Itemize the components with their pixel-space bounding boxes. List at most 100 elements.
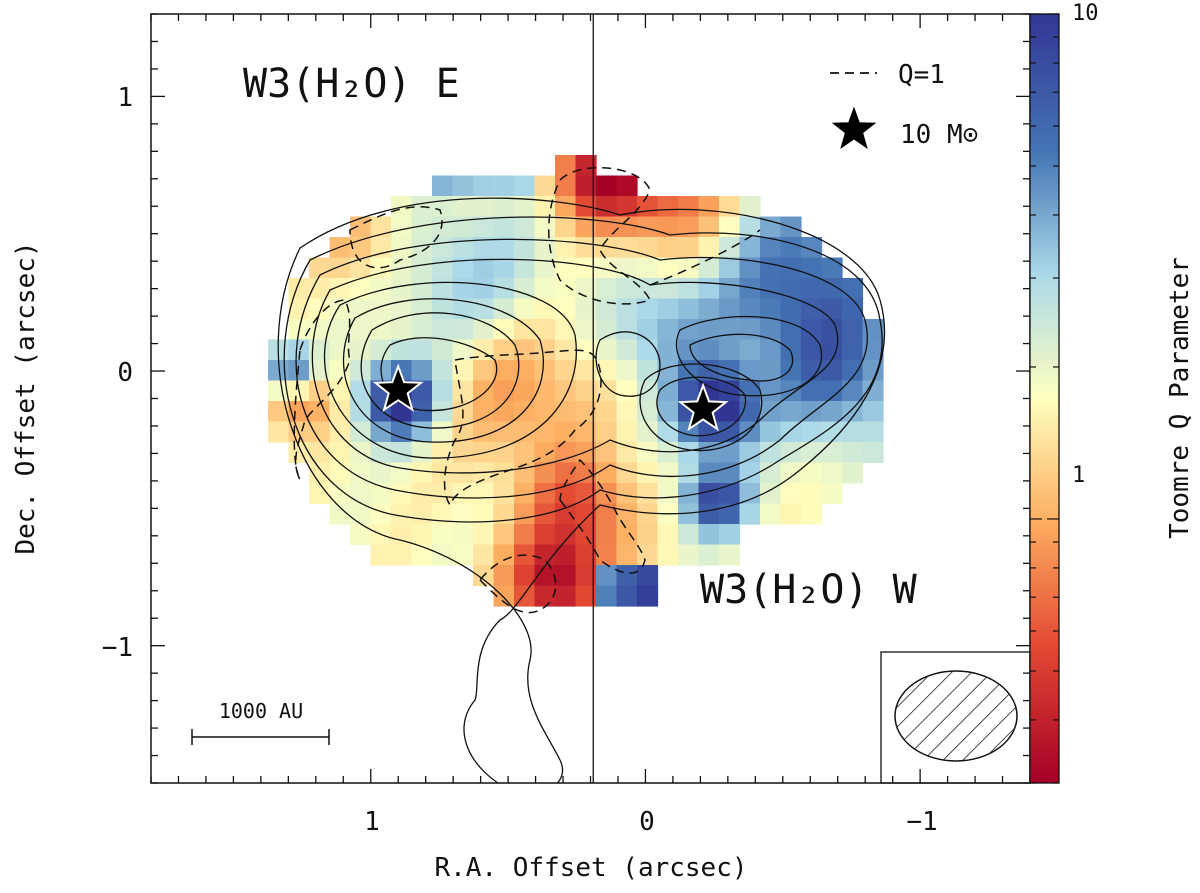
heatmap-pixel [739,216,761,238]
heatmap-pixel [637,196,659,218]
heatmap-pixel [555,462,577,484]
q1-contour [548,167,652,305]
heatmap-pixel [555,442,577,464]
heatmap-pixel [801,462,823,484]
heatmap-pixel [534,278,556,300]
heatmap-pixel [657,380,679,402]
heatmap-pixel [616,524,638,546]
q1-contour [443,349,602,507]
q1-contours [293,167,761,614]
heatmap-pixel [575,401,597,423]
heatmap-pixel [575,237,597,259]
heatmap-pixel [452,380,474,402]
heatmap-pixel [760,421,782,443]
q1-contour [293,299,351,481]
heatmap-pixel [370,278,392,300]
heatmap-pixel [350,380,372,402]
heatmap-pixel [329,360,351,382]
heatmap-pixel [514,524,536,546]
heatmap-pixel [719,339,741,361]
heatmap-pixel [678,524,700,546]
heatmap-pixel [493,257,515,279]
heatmap-pixel [309,442,331,464]
heatmap-pixel [596,360,618,382]
heatmap-pixel [780,380,802,402]
heatmap-pixel [657,298,679,320]
heatmap-pixel [842,360,864,382]
colorbar: 10 1 Toomre Q Parameter [1029,1,1195,784]
heatmap-pixel [575,421,597,443]
heatmap-pixel [473,483,495,505]
heatmap-pixel [739,339,761,361]
heatmap-pixel [452,483,474,505]
heatmap-pixel [514,257,536,279]
heatmap-pixel [391,339,413,361]
heatmap-pixel [473,278,495,300]
x-tick-labels: 1 0 −1 [364,807,937,837]
heatmap-pixel [698,442,720,464]
heatmap-pixel [370,462,392,484]
heatmap-pixel [616,585,638,607]
heatmap-pixel [862,339,884,361]
heatmap-pixel [329,483,351,505]
heatmap-pixel [452,360,474,382]
heatmap-pixel [862,421,884,443]
heatmap-pixel [370,503,392,525]
heatmap-pixel [780,483,802,505]
heatmap-pixel [575,442,597,464]
heatmap-pixel [637,237,659,259]
heatmap-pixel [534,585,556,607]
heatmap-pixel [268,421,290,443]
heatmap-pixel [432,278,454,300]
heatmap-pixel [432,503,454,525]
heatmap-pixel [760,360,782,382]
star-marker-E [372,363,424,413]
heatmap-pixel [780,442,802,464]
heatmap-pixel [678,216,700,238]
heatmap-pixel [842,421,864,443]
heatmap-pixel [719,462,741,484]
heatmap-pixel [801,421,823,443]
heatmap-pixel [616,339,638,361]
heatmap-pixel [637,462,659,484]
heatmap-pixel [329,421,351,443]
heatmap-pixel [760,237,782,259]
heatmap-pixel [657,257,679,279]
heatmap-pixel [432,360,454,382]
heatmap-pixel [616,421,638,443]
heatmap-pixel [350,257,372,279]
heatmap-pixel [391,462,413,484]
heatmap-pixel [801,380,823,402]
heatmap-pixel [288,360,310,382]
heatmap-pixel [514,175,536,197]
heatmap-pixel [534,421,556,443]
y-tick-labels: 1 0 −1 [102,83,133,663]
heatmap-pixel [780,503,802,525]
colorbar-tick-label: 10 [1072,1,1099,26]
heatmap-pixel [329,319,351,341]
heatmap-pixel [411,462,433,484]
heatmap-pixel [370,339,392,361]
heatmap-pixel [309,462,331,484]
heatmap-pixel [678,196,700,218]
q1-contour [559,458,646,574]
heatmap-pixel [473,216,495,238]
heatmap-pixel [821,319,843,341]
heatmap-pixel [534,483,556,505]
heatmap-pixel [719,401,741,423]
heatmap-pixel [616,196,638,218]
colorbar-gradient [1029,13,1060,784]
heatmap-pixel [842,442,864,464]
heatmap-pixel [309,421,331,443]
heatmap-pixel [391,319,413,341]
heatmap-pixel [432,421,454,443]
heatmap-pixel [309,380,331,402]
heatmap-pixel [350,298,372,320]
colorbar-tick-label: 1 [1072,463,1085,488]
stars [372,363,729,432]
heatmap-pixel [391,503,413,525]
heatmap-pixel [637,544,659,566]
heatmap-pixel [329,401,351,423]
heatmap-pixel [452,544,474,566]
heatmap-pixel [719,524,741,546]
